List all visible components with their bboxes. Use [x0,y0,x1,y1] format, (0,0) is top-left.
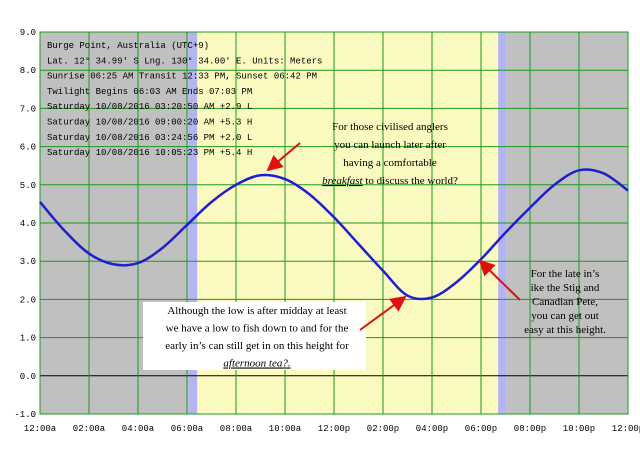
y-tick-label: 9.0 [20,28,36,38]
y-tick-label: 6.0 [20,143,36,153]
header-line: Saturday 10/08/2016 03:20:50 AM +2.9 L [47,102,252,112]
y-tick-label: 5.0 [20,181,36,191]
annotation-line: Although the low is after midday at leas… [167,305,346,317]
x-tick-label: 12:00p [318,424,350,434]
annotation-line: easy at this height. [524,324,606,336]
annotation-line: we have a low to fish down to and for th… [166,323,349,335]
annotation-text: ike the Stig and [531,282,600,294]
tide-line [39,168,629,301]
annotation-line: early in’s can still get in on this heig… [165,340,349,352]
annotation-line: having a comfortable [343,157,437,169]
annotation-text: you can get out [531,310,599,322]
y-tick-label: 8.0 [20,66,36,76]
plot-border [39,31,629,415]
y-tick-label: 3.0 [20,257,36,267]
y-tick-label: 0.0 [20,372,36,382]
x-tick-label: 04:00a [122,424,155,434]
annotation-text: For the late in’s [531,268,600,280]
y-tick-label: 2.0 [20,295,36,305]
x-tick-label: 02:00p [367,424,399,434]
annotation-text: For those civilised anglers [332,121,448,133]
x-tick-label: 08:00p [514,424,546,434]
y-tick-label: -1.0 [14,410,36,420]
annotation-text: we have a low to fish down to and for th… [166,323,349,335]
header-line: Lat. 12° 34.99' S Lng. 130° 34.00' E. Un… [47,56,322,66]
y-tick-label: 7.0 [20,104,36,114]
annotation-line: ike the Stig and [531,282,600,294]
header-line: Burge Point, Australia (UTC+9) [47,41,209,51]
annotation-emphasis: afternoon tea?. [223,358,290,370]
annotation-text: Although the low is after midday at leas… [167,305,346,317]
x-tick-label: 02:00a [73,424,106,434]
annotation-line: Canadian Pete, [532,296,598,308]
x-tick-label: 08:00a [220,424,253,434]
annotation-emphasis: breakfast [322,175,363,187]
annotation-line: afternoon tea?. [223,358,290,370]
annotation-arrow [266,142,301,172]
header-line: Saturday 10/08/2016 09:00:20 AM +5.3 H [47,118,252,128]
annotation-text: easy at this height. [524,324,606,336]
x-tick-label: 10:00a [269,424,302,434]
annotation-arrow [359,295,407,331]
annotation-text: to discuss the world? [363,175,458,187]
x-tick-label: 10:00p [563,424,595,434]
x-tick-label: 12:00a [24,424,57,434]
header-line: Twilight Begins 06:03 AM Ends 07:03 PM [47,87,252,97]
header-line: Saturday 10/08/2016 10:05:23 PM +5.4 H [47,148,252,158]
y-tick-label: 4.0 [20,219,36,229]
annotation-text: early in’s can still get in on this heig… [165,340,349,352]
annotation-line: you can get out [531,310,599,322]
annotation-text: Canadian Pete, [532,296,598,308]
header-line: Saturday 10/08/2016 03:24:56 PM +2.0 L [47,133,252,143]
annotation-line: For the late in’s [531,268,600,280]
annotation-line: For those civilised anglers [332,121,448,133]
annotation-text: having a comfortable [343,157,437,169]
header-line: Sunrise 06:25 AM Transit 12:33 PM, Sunse… [47,72,317,82]
y-tick-label: 1.0 [20,334,36,344]
x-tick-label: 04:00p [416,424,448,434]
annotation-box [143,302,366,370]
annotation-line: you can launch later after [334,139,446,151]
annotation-arrow [478,259,521,301]
x-tick-label: 06:00p [465,424,497,434]
annotation-line: breakfast to discuss the world? [322,175,458,187]
annotation-text: you can launch later after [334,139,446,151]
x-tick-label: 12:00p [612,424,640,434]
x-tick-label: 06:00a [171,424,204,434]
